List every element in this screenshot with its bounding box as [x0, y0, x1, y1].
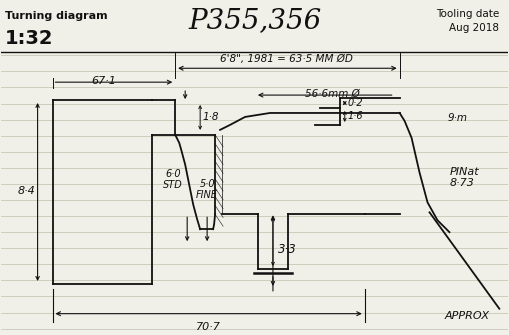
Text: 6·0
STD: 6·0 STD	[163, 169, 183, 190]
Text: 8·4: 8·4	[18, 187, 36, 196]
Text: 70·7: 70·7	[195, 322, 220, 332]
Text: 1:32: 1:32	[5, 28, 53, 48]
Text: 3·3: 3·3	[278, 243, 297, 256]
Text: APPROX: APPROX	[444, 311, 489, 321]
Text: 1·6: 1·6	[348, 111, 363, 121]
Text: PINat
8·73: PINat 8·73	[449, 167, 479, 188]
Text: 5·0
FINE: 5·0 FINE	[196, 179, 218, 200]
Text: 56·6mm Ø: 56·6mm Ø	[305, 89, 360, 99]
Text: 6'8", 1981 = 63·5 MM ØD: 6'8", 1981 = 63·5 MM ØD	[220, 54, 353, 64]
Text: 1·8: 1·8	[202, 112, 219, 122]
Text: Turning diagram: Turning diagram	[5, 11, 107, 21]
Text: 0·2: 0·2	[348, 98, 363, 108]
Text: Tooling date: Tooling date	[436, 9, 499, 19]
Text: 67·1: 67·1	[91, 76, 116, 86]
Text: P355,356: P355,356	[188, 7, 322, 34]
Text: Aug 2018: Aug 2018	[449, 22, 499, 32]
Text: 9·m: 9·m	[447, 113, 467, 123]
